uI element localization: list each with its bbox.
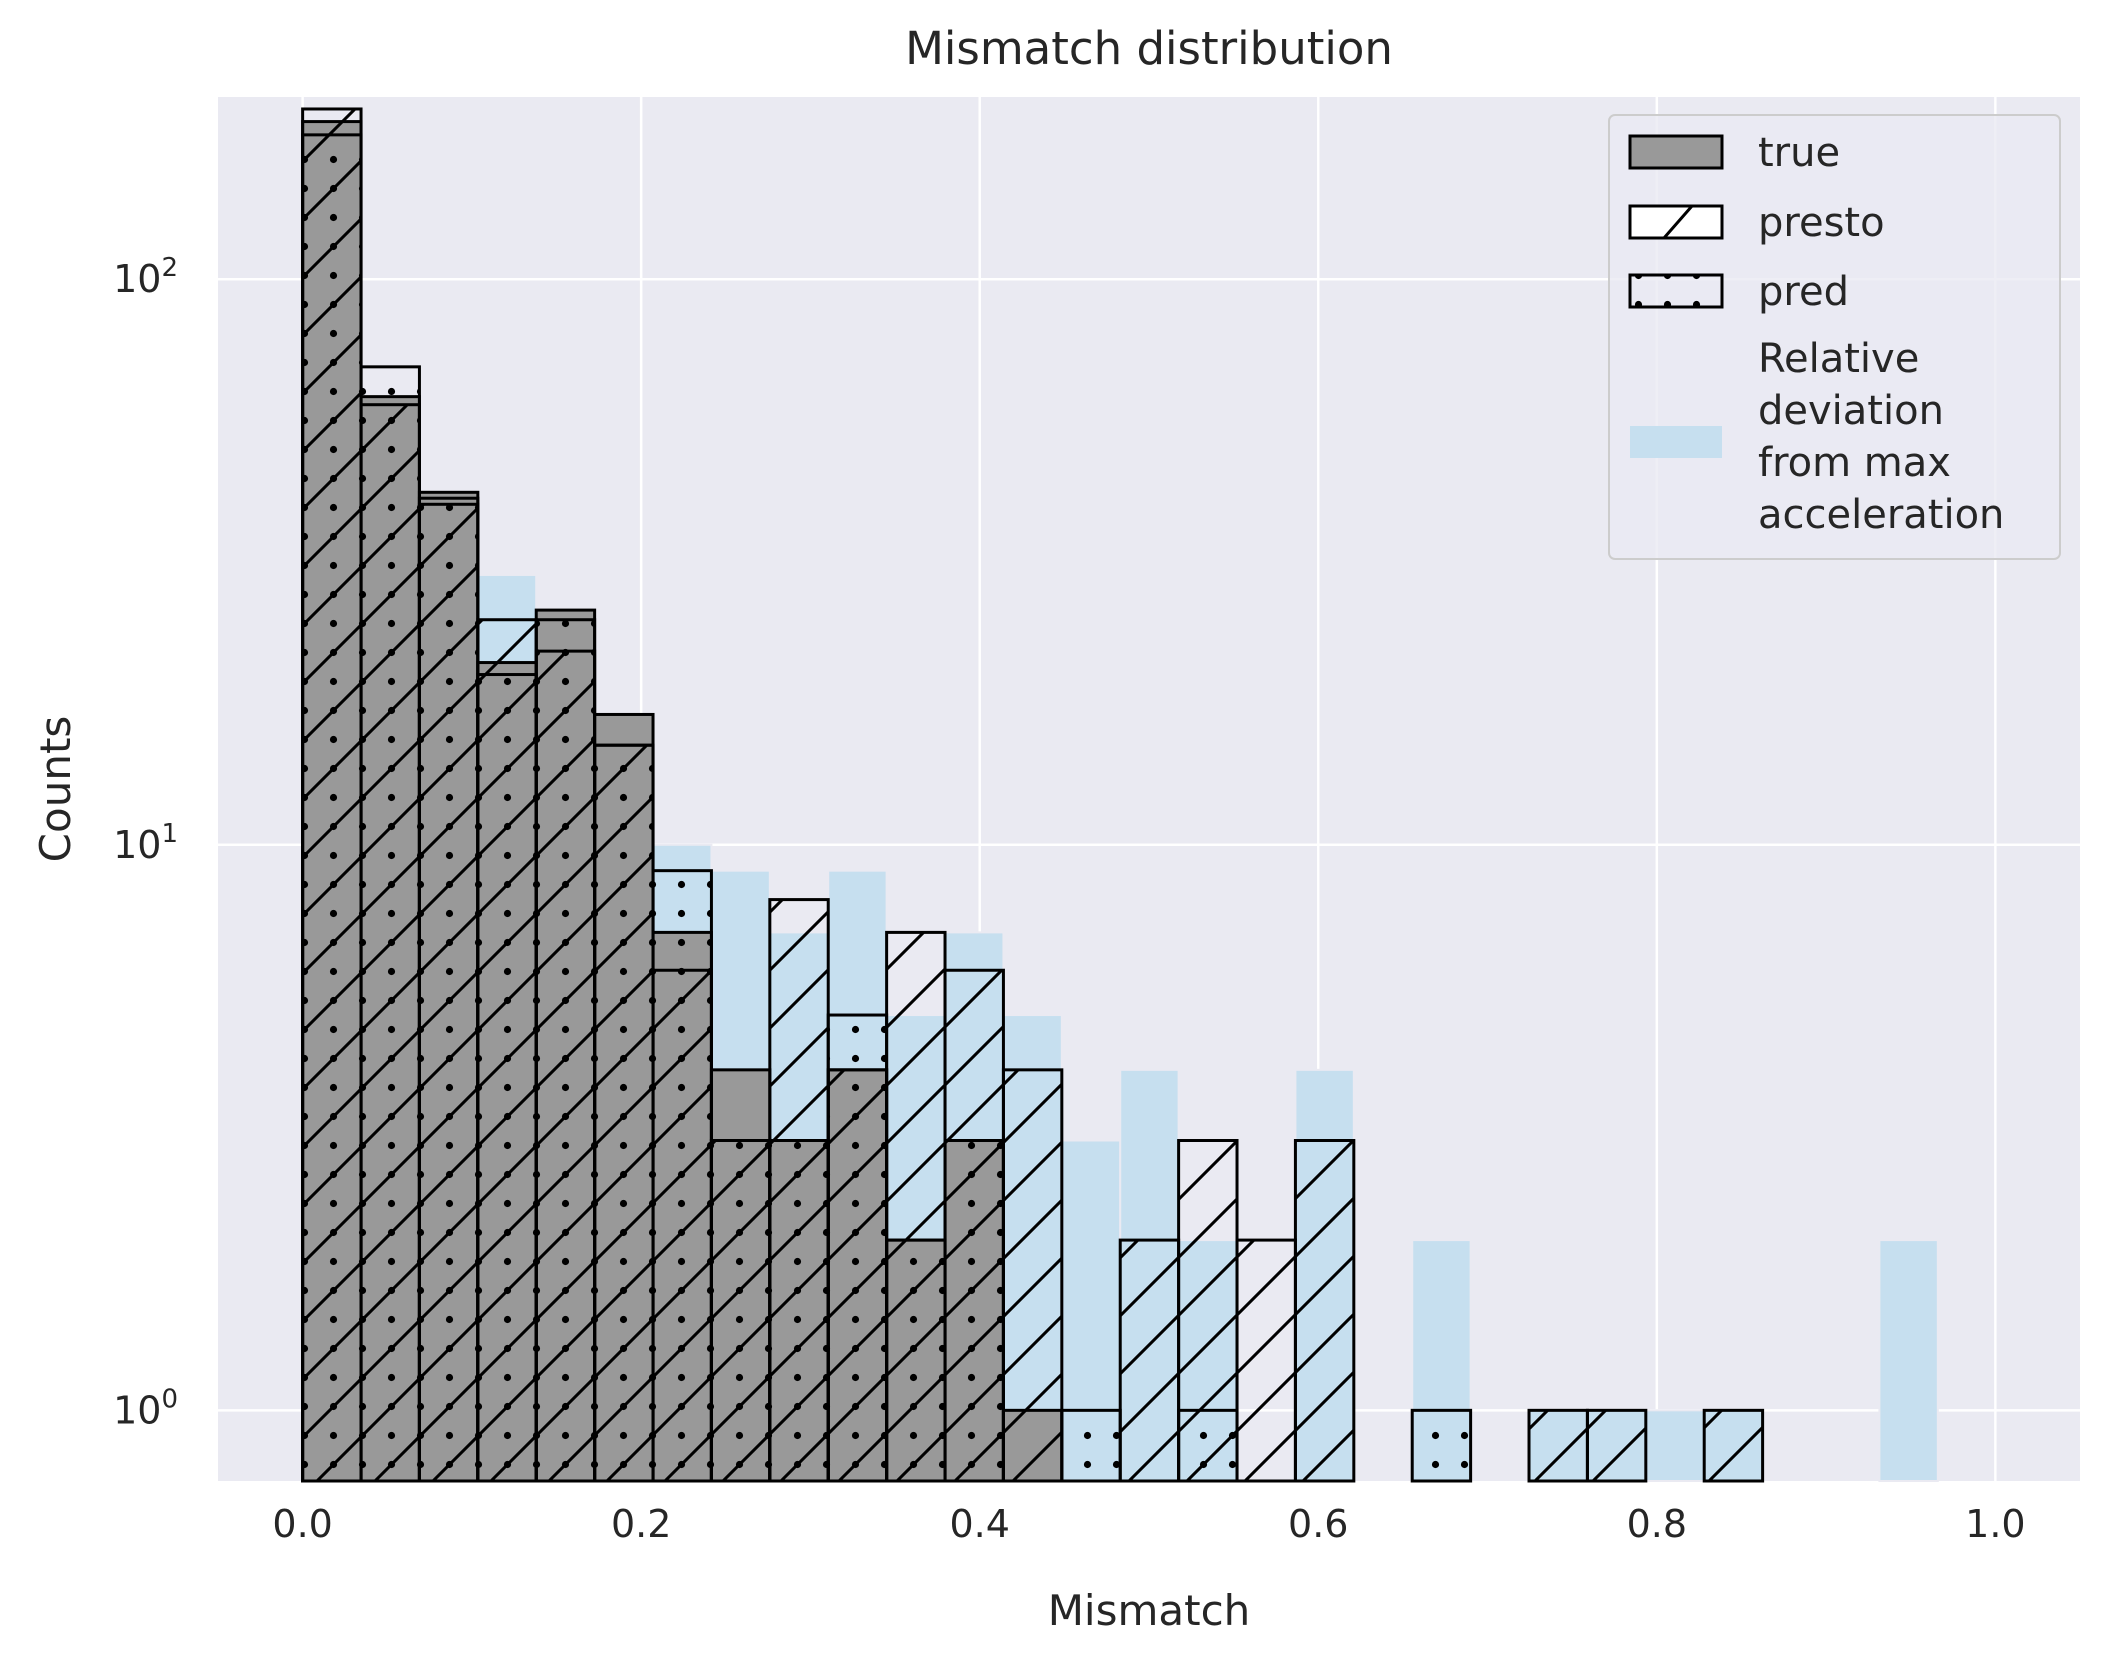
pred-bar xyxy=(885,1238,947,1483)
legend-swatch-relative-deviation xyxy=(1630,426,1722,458)
legend-label-line: Relative xyxy=(1758,336,1919,382)
legend-label-line: deviation xyxy=(1758,388,1944,434)
tick-labels: 0.0 0.2 0.4 0.6 0.8 1.0 100 101 102 xyxy=(113,253,2025,1546)
pred-bar xyxy=(1410,1408,1473,1483)
pred-bar xyxy=(301,133,363,1483)
pred-bar xyxy=(593,743,655,1483)
pred-bar xyxy=(476,673,538,1483)
histogram-bars xyxy=(301,107,1939,1483)
relative-deviation-bar xyxy=(1644,1409,1706,1483)
x-tick-label: 0.0 xyxy=(272,1502,332,1546)
x-tick-label: 0.6 xyxy=(1288,1502,1348,1546)
legend-label: presto xyxy=(1758,200,1885,246)
pred-bar xyxy=(943,1139,1005,1483)
legend-label: pred xyxy=(1758,269,1849,315)
relative-deviation-bar xyxy=(1878,1239,1939,1482)
pred-bar xyxy=(359,365,421,1483)
y-tick-label: 101 xyxy=(113,819,178,867)
presto-bar xyxy=(1118,1238,1181,1483)
presto-bar xyxy=(1235,1238,1297,1483)
pred-bar xyxy=(417,496,480,1483)
x-tick-label: 0.2 xyxy=(611,1502,671,1546)
x-tick-label: 1.0 xyxy=(1965,1502,2025,1546)
pred-bar xyxy=(1177,1408,1239,1483)
legend-swatch-true xyxy=(1628,134,1724,170)
legend-label-line: acceleration xyxy=(1758,492,2004,538)
x-tick-label: 0.8 xyxy=(1627,1502,1687,1546)
legend-hatch-stroke xyxy=(1662,205,1694,239)
pred-bar xyxy=(826,1013,889,1483)
presto-bar xyxy=(1527,1408,1589,1483)
presto-bar xyxy=(1702,1408,1765,1483)
presto-bar xyxy=(1293,1139,1356,1483)
pred-bar xyxy=(1060,1408,1122,1483)
pred-bar xyxy=(768,1139,830,1483)
x-axis-label: Mismatch xyxy=(1048,1586,1251,1635)
presto-bar xyxy=(1001,1068,1064,1483)
y-axis-label: Counts xyxy=(31,716,80,863)
pred-bar xyxy=(534,618,597,1483)
presto-bar xyxy=(1585,1408,1648,1483)
legend-label: true xyxy=(1758,130,1840,176)
pred-bar xyxy=(709,1139,772,1483)
legend-label-line: from max xyxy=(1758,440,1951,486)
legend-swatch-presto xyxy=(1628,204,1724,240)
pred-bar xyxy=(651,869,713,1483)
series-dots xyxy=(301,133,1473,1483)
y-tick-label: 100 xyxy=(113,1384,178,1432)
legend-swatch-pred xyxy=(1628,273,1724,309)
chart-title: Mismatch distribution xyxy=(905,22,1393,75)
legend: true presto pred Relative deviation from max a… xyxy=(1608,114,2061,560)
x-tick-label: 0.4 xyxy=(950,1502,1010,1546)
y-tick-label: 102 xyxy=(113,253,178,301)
